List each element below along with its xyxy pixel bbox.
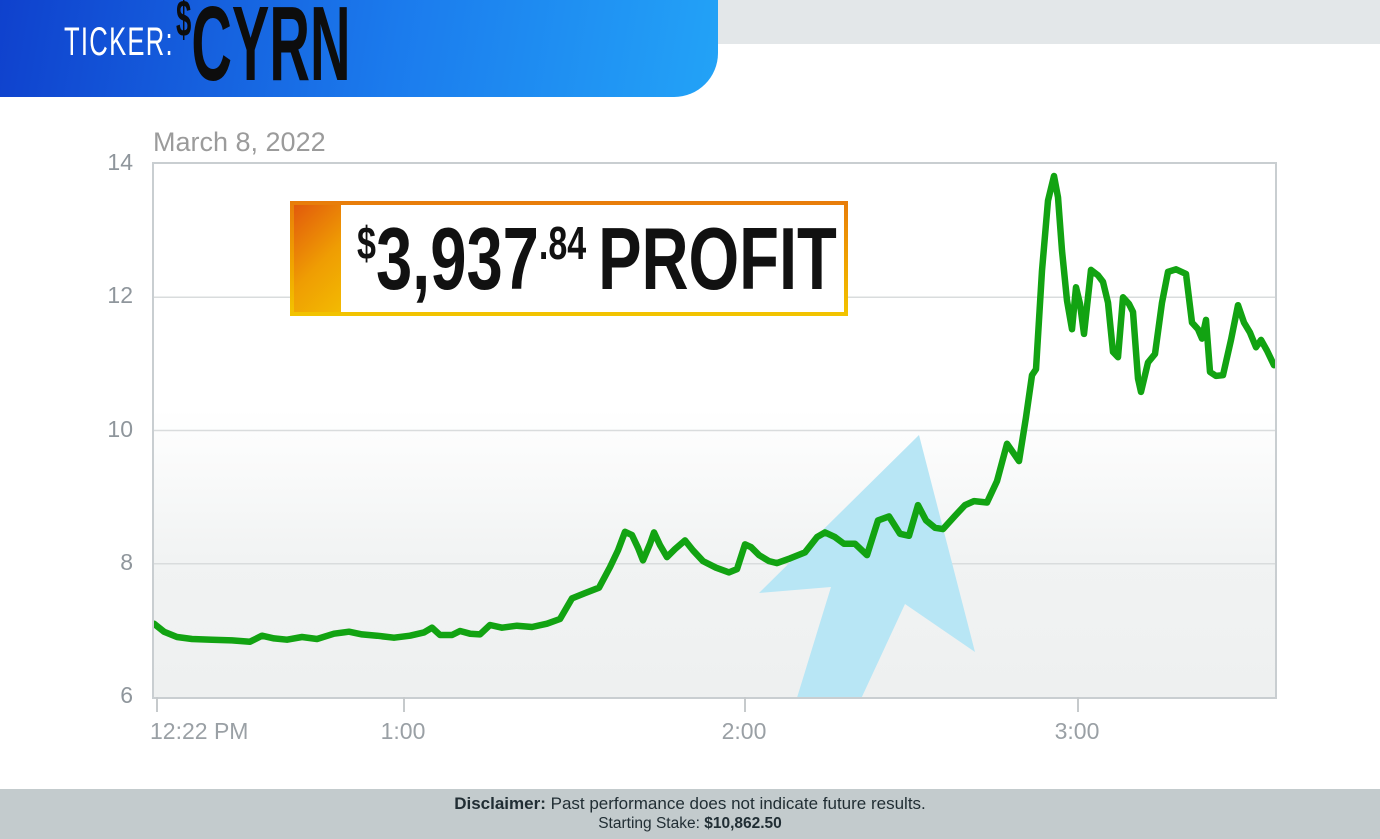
y-axis-label: 10 — [107, 415, 133, 442]
disclaimer-prefix: Disclaimer: — [454, 794, 546, 813]
callout-accent-strip — [294, 205, 341, 312]
disclaimer-bar: Disclaimer: Past performance does not in… — [0, 789, 1380, 839]
profit-amount: 3,937 — [375, 208, 539, 308]
starting-stake-line: Starting Stake: $10,862.50 — [0, 814, 1380, 833]
top-right-strip — [640, 0, 1380, 44]
price-line — [154, 172, 1275, 645]
x-axis-label: 12:22 PM — [150, 718, 249, 744]
stake-label: Starting Stake: — [598, 815, 705, 832]
profit-text: $3,937.84 PROFIT — [357, 214, 837, 303]
profit-callout-inner: $3,937.84 PROFIT — [294, 205, 844, 312]
x-axis-label: 3:00 — [1054, 718, 1100, 744]
dollar-sign: $ — [176, 0, 192, 48]
y-axis-label: 12 — [107, 282, 133, 309]
up-arrow — [759, 435, 975, 697]
x-axis-label: 2:00 — [721, 718, 767, 744]
x-axis-tick — [1077, 697, 1079, 712]
x-axis-tick — [156, 697, 158, 712]
x-axis-label: 1:00 — [380, 718, 426, 744]
ticker-symbol-text: CYRN — [191, 0, 351, 103]
x-axis-tick — [403, 697, 405, 712]
stake-value: $10,862.50 — [704, 815, 782, 832]
ticker-symbol: $CYRN — [176, 0, 351, 97]
profit-cents: .84 — [538, 216, 587, 269]
profit-dollar-sign: $ — [357, 216, 376, 269]
profit-label: PROFIT — [598, 208, 837, 308]
x-axis-tick — [744, 697, 746, 712]
disclaimer-text: Past performance does not indicate futur… — [545, 794, 926, 813]
y-axis-label: 8 — [120, 548, 133, 575]
ticker-label: TICKER: — [64, 20, 174, 64]
y-axis-label: 14 — [107, 149, 133, 175]
chart-title: March 8, 2022 — [153, 127, 326, 157]
disclaimer-line: Disclaimer: Past performance does not in… — [0, 794, 1380, 814]
ticker-banner: TICKER: $CYRN — [0, 0, 718, 97]
y-axis-label: 6 — [120, 682, 133, 708]
profit-callout: $3,937.84 PROFIT — [290, 201, 848, 316]
